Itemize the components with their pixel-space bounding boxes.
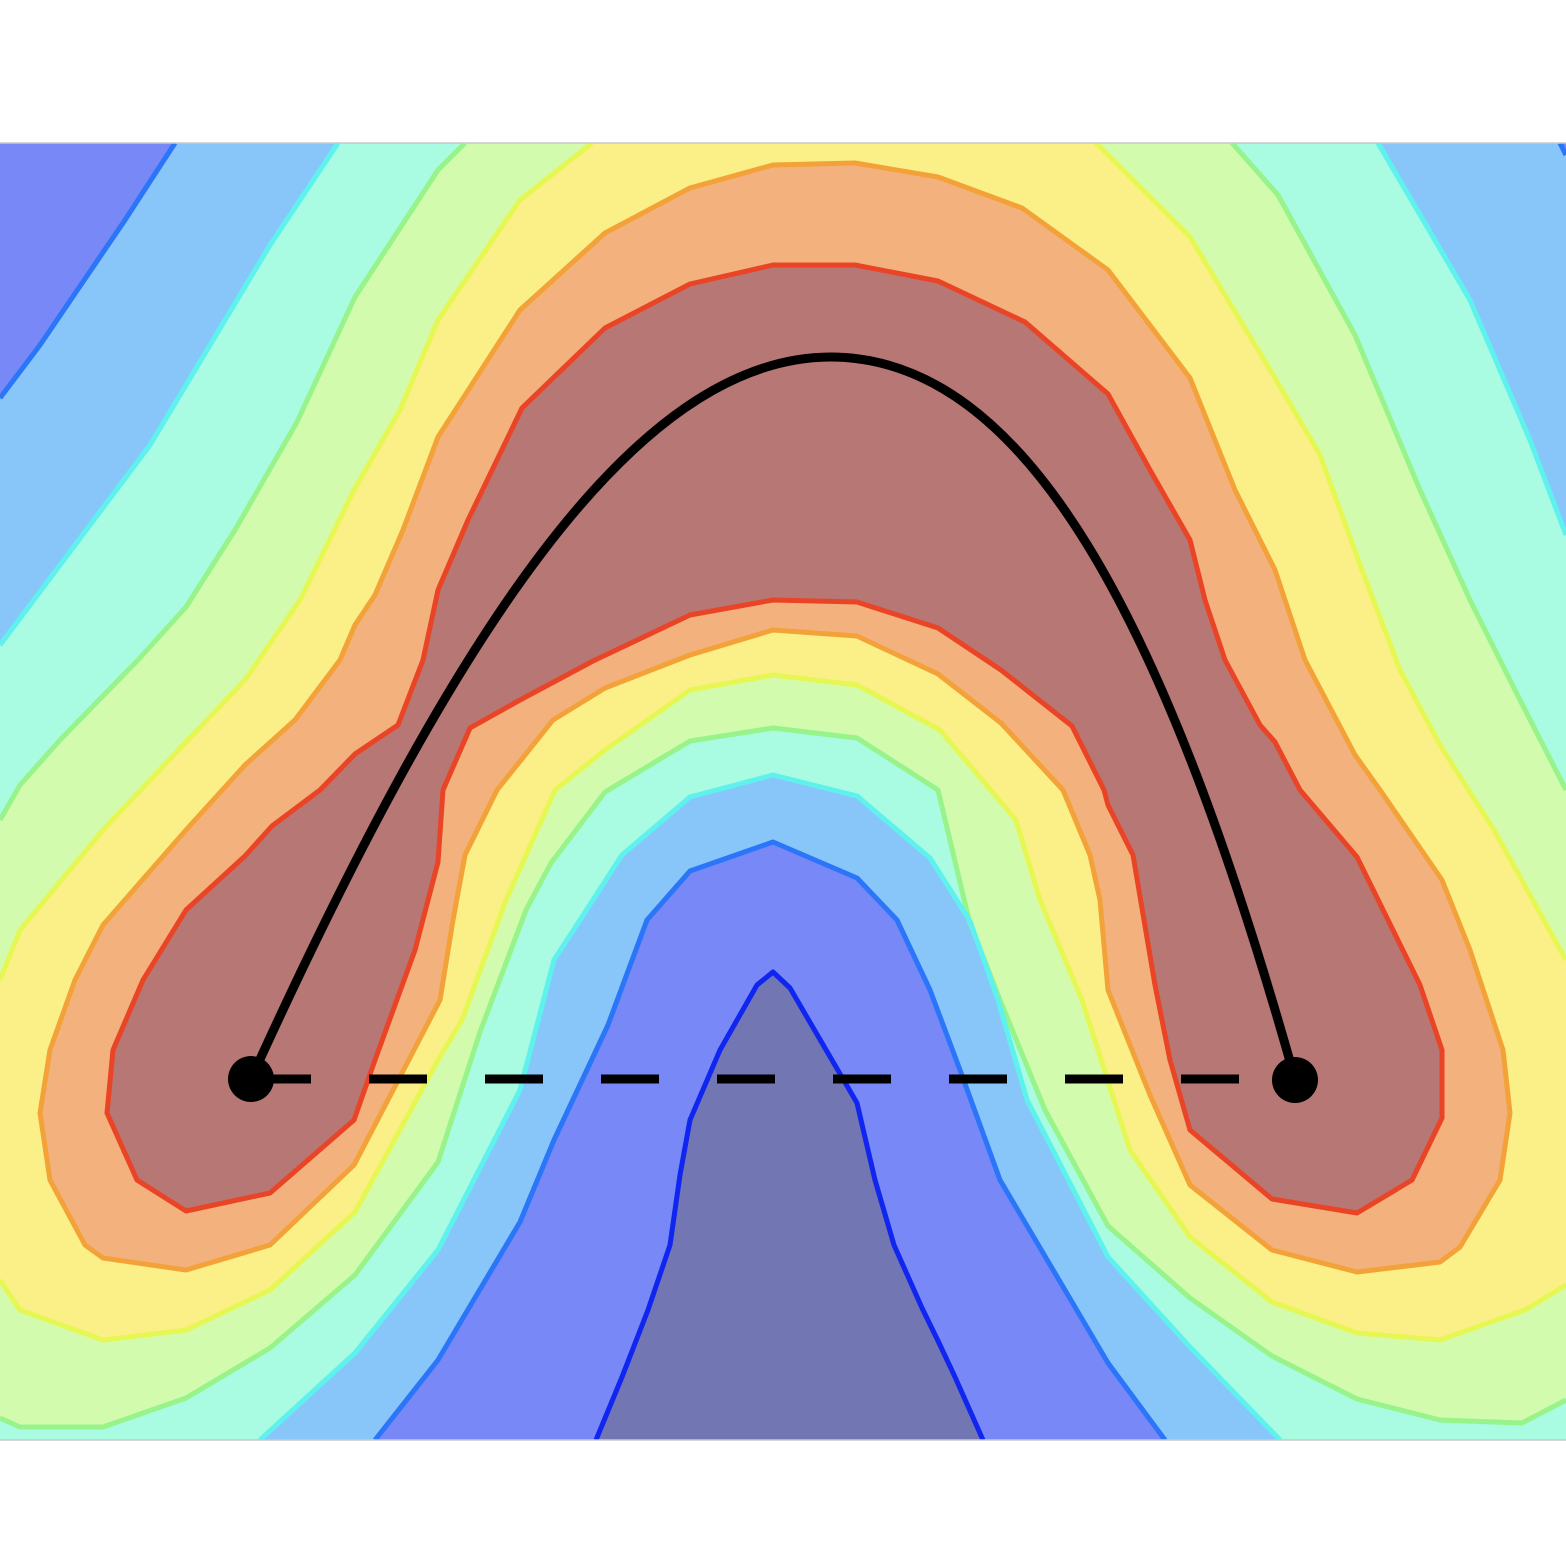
contour-line-orange <box>37 160 1513 1275</box>
contour-line-cyan-right <box>1375 143 1566 536</box>
start-point <box>228 1056 274 1102</box>
contour-line-deep-blue-bottom <box>593 969 986 1440</box>
contour-line-blue-left <box>0 143 178 400</box>
band-orange <box>40 163 1510 1272</box>
contour-line-cyan-left <box>0 143 341 647</box>
end-point <box>1272 1057 1318 1103</box>
contour-line-yellow <box>0 143 1566 1343</box>
curved-path <box>246 352 1300 1084</box>
contour-line-blue-right <box>1557 143 1566 157</box>
contour-line-cyan-bottom <box>258 772 1282 1440</box>
band-deep-blue-bottom <box>596 972 983 1440</box>
contour-bands <box>0 143 1566 1440</box>
contour-line-green <box>0 143 1566 1430</box>
band-light-blue-right <box>1378 143 1566 535</box>
contour-lines <box>0 143 1566 1440</box>
contour-line-blue-bottom <box>373 839 1168 1440</box>
band-dark-red <box>107 265 1442 1213</box>
contour-line-red <box>104 262 1445 1216</box>
